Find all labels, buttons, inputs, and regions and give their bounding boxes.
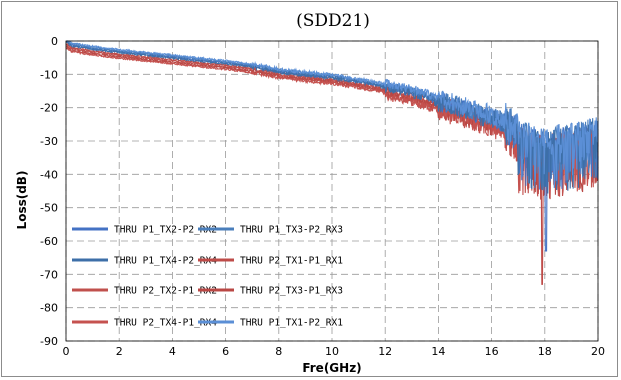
plot-border <box>65 40 599 342</box>
y-tick-label: -70 <box>40 268 58 281</box>
legend-label-2: THRU P1_TX3-P2_RX3 <box>240 225 343 236</box>
x-tick-label: 8 <box>275 345 282 358</box>
legend-label-5: THRU P2_TX2-P1_RX2 <box>114 286 217 297</box>
series-line-8 <box>66 40 599 190</box>
legend-label-6: THRU P2_TX3-P1_RX3 <box>240 286 343 297</box>
x-tick-label: 10 <box>325 345 339 358</box>
y-tick-label: 0 <box>51 35 58 48</box>
x-axis-label: Fre(GHz) <box>302 361 361 375</box>
x-tick-label: 0 <box>63 345 70 358</box>
y-axis-label: Loss(dB) <box>15 171 29 230</box>
y-tick-label: -10 <box>40 68 58 81</box>
y-tick-label: -80 <box>40 302 58 315</box>
x-tick-label: 4 <box>169 345 176 358</box>
x-tick-label: 16 <box>485 345 499 358</box>
y-tick-label: -30 <box>40 135 58 148</box>
y-tick-label: -20 <box>40 102 58 115</box>
chart-title: (SDD21) <box>296 11 370 31</box>
legend-label-1: THRU P1_TX2-P2_RX2 <box>114 225 217 236</box>
legend: THRU P1_TX2-P2_RX2 THRU P1_TX3-P2_RX3 THRU… <box>72 225 343 329</box>
tick-labels: 0 2 4 6 8 10 12 14 16 18 20 0 -10 -20 -30 -40 -50 -60 -70 -… <box>40 35 605 358</box>
legend-label-3: THRU P1_TX4-P2_RX4 <box>114 256 217 267</box>
x-tick-label: 6 <box>222 345 229 358</box>
legend-label-4: THRU P2_TX1-P1_RX1 <box>240 256 343 267</box>
y-tick-label: -50 <box>40 202 58 215</box>
series-layer <box>65 40 599 285</box>
x-tick-label: 18 <box>538 345 552 358</box>
x-tick-label: 14 <box>431 345 445 358</box>
y-tick-label: -60 <box>40 235 58 248</box>
x-tick-label: 2 <box>116 345 123 358</box>
y-tick-label: -90 <box>40 335 58 348</box>
y-tick-label: -40 <box>40 168 58 181</box>
x-tick-label: 20 <box>591 345 605 358</box>
x-tick-label: 12 <box>378 345 392 358</box>
legend-label-8: THRU P1_TX1-P2_RX1 <box>240 318 343 329</box>
legend-label-7: THRU P2_TX4-P1_RX4 <box>114 318 217 329</box>
